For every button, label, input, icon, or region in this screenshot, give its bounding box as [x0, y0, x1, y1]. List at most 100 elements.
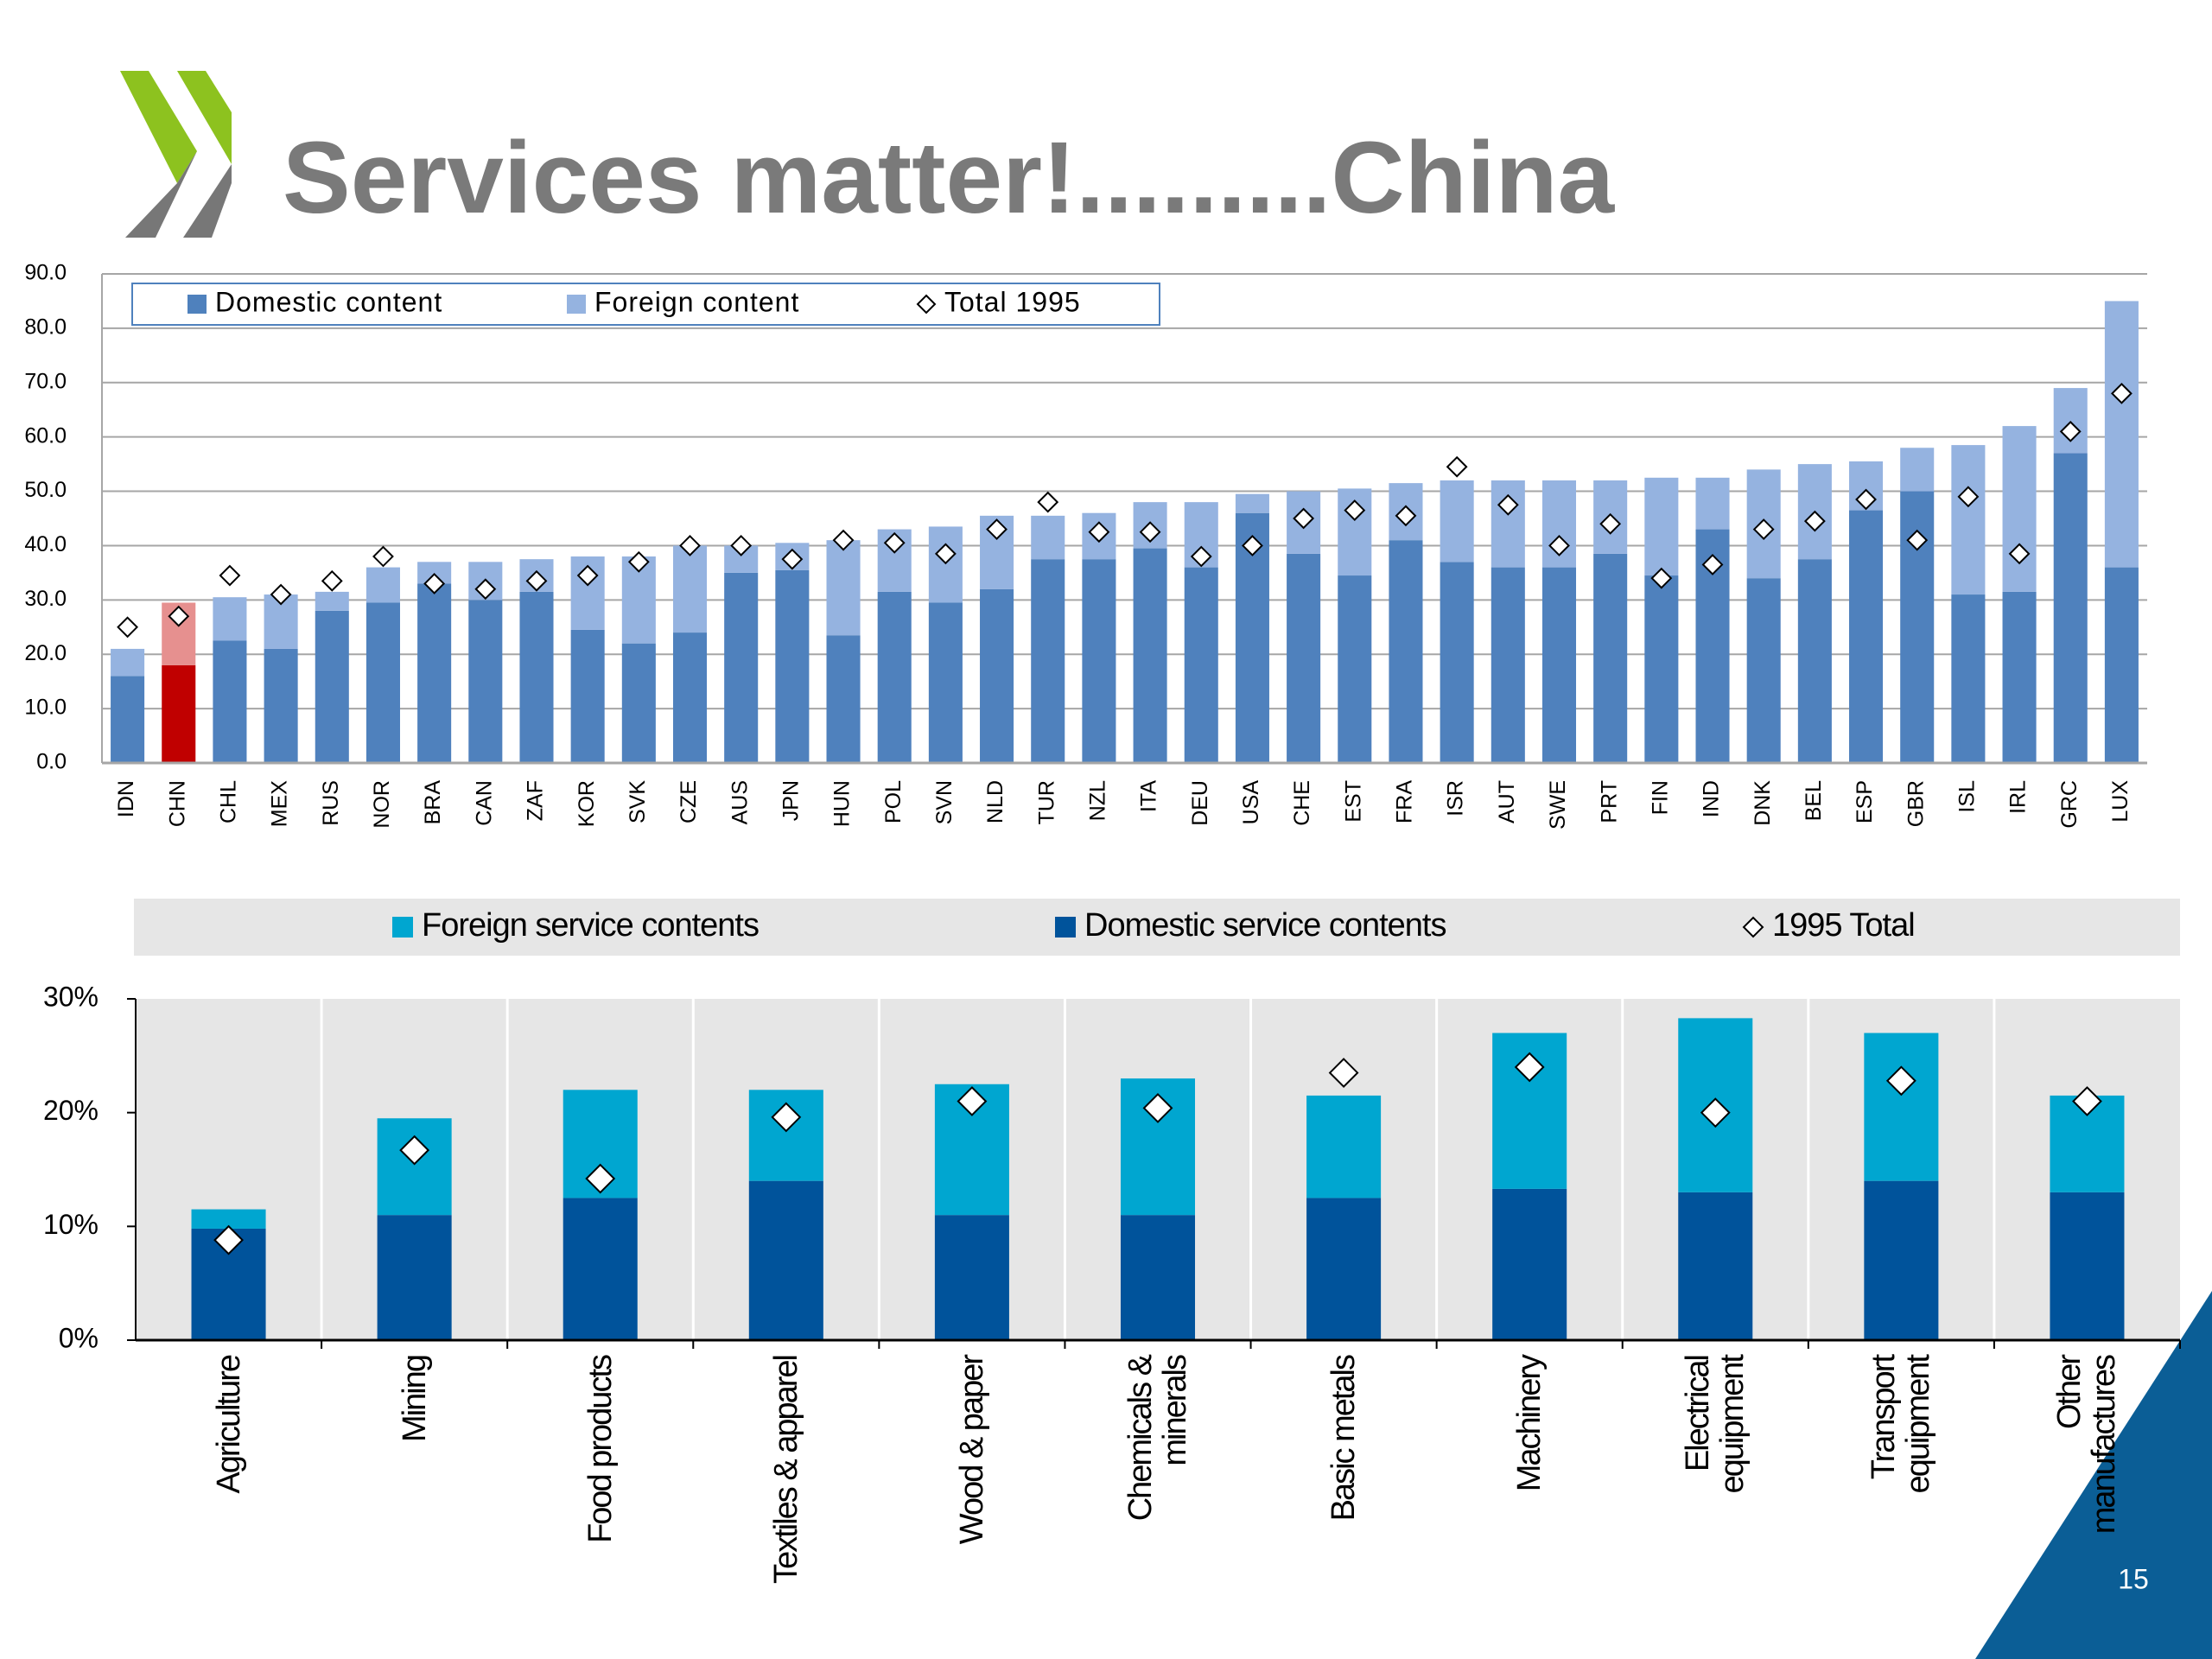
marker-diamond: [883, 531, 906, 554]
x-tick-label: Chemicals & minerals: [1122, 1356, 1193, 1522]
bar-segment: [1900, 448, 1935, 492]
logo-chevron: [125, 151, 197, 238]
bar-segment: [1440, 562, 1474, 763]
bar-segment: [1864, 1180, 1939, 1340]
x-tick-label: SWE: [1546, 780, 1570, 830]
marker-diamond: [585, 1163, 616, 1194]
bar-segment: [519, 591, 554, 763]
bar-segment: [1644, 477, 1679, 576]
marker-diamond: [1957, 486, 1980, 508]
legend-label: Domestic content: [215, 286, 442, 317]
marker-diamond: [2008, 543, 2031, 565]
bar-segment: [1082, 559, 1116, 763]
marker-diamond: [832, 529, 855, 551]
bar-segment: [1492, 1188, 1567, 1340]
marker-diamond: [2072, 1086, 2102, 1116]
x-tick-label: Electrical equipment: [1680, 1356, 1751, 1494]
bar-segment: [315, 591, 349, 611]
legend-marker: [1742, 916, 1764, 938]
y-tick-label: 50.0: [24, 478, 67, 502]
bar-segment: [2053, 388, 2088, 454]
x-tick-label: EST: [1341, 780, 1365, 823]
marker-diamond: [1142, 1092, 1173, 1123]
legend-marker: [916, 294, 937, 315]
bar-segment: [468, 600, 503, 763]
y-tick-label: 80.0: [24, 315, 67, 339]
marker-diamond: [2059, 420, 2082, 442]
y-tick-label: 0%: [59, 1322, 99, 1353]
x-tick-label: NZL: [1086, 780, 1110, 821]
x-tick-label: Transport equipment: [1866, 1356, 1937, 1494]
bar-segment: [1306, 1095, 1382, 1198]
x-tick-label: PRT: [1597, 780, 1621, 823]
bar-segment: [1133, 548, 1167, 763]
bar-segment: [1951, 594, 1986, 763]
x-tick-label: Agriculture: [210, 1356, 247, 1494]
slide-title: Services matter!.........China: [283, 121, 1616, 235]
bar-segment: [315, 610, 349, 763]
marker-diamond: [1088, 521, 1110, 543]
marker-diamond: [1906, 529, 1929, 551]
y-tick-label: 30%: [43, 981, 99, 1012]
marker-diamond: [1190, 545, 1212, 568]
bar-segment: [1031, 559, 1065, 763]
x-tick-label: FRA: [1393, 780, 1417, 823]
x-tick-label: ZAF: [524, 780, 548, 821]
x-tick-label: RUS: [319, 780, 343, 826]
bar-segment: [1120, 1215, 1196, 1340]
x-tick-label: DEU: [1188, 780, 1212, 826]
corner-triangle: [1975, 1291, 2212, 1659]
x-tick-label: POL: [881, 780, 906, 823]
marker-diamond: [1514, 1052, 1545, 1083]
bar-segment: [1184, 567, 1218, 763]
legend-label: 1995 Total: [1772, 907, 1915, 944]
marker-diamond: [1395, 505, 1417, 527]
x-tick-label: ESP: [1853, 780, 1877, 823]
x-tick-label: CAN: [472, 780, 496, 826]
bar-segment: [826, 635, 861, 763]
bar-segment: [1031, 515, 1065, 560]
marker-diamond: [1293, 507, 1315, 530]
marker-diamond: [1701, 554, 1724, 575]
bar-segment: [2050, 1192, 2125, 1340]
y-tick-label: 10%: [43, 1209, 99, 1240]
marker-diamond: [213, 1224, 244, 1255]
bar-segment: [1695, 477, 1730, 530]
x-tick-label: JPN: [779, 780, 803, 821]
x-tick-label: KOR: [575, 780, 599, 827]
bar-segment: [191, 1209, 266, 1229]
marker-diamond: [1752, 518, 1775, 540]
bar-segment: [1235, 493, 1269, 513]
bar-segment: [2104, 301, 2139, 568]
bar-segment: [1541, 567, 1577, 763]
x-tick-label: IDN: [114, 780, 138, 817]
bar-segment: [2104, 567, 2139, 763]
legend-label: Foreign content: [594, 286, 799, 317]
legend-label: Foreign service contents: [422, 907, 759, 944]
marker-diamond: [1803, 510, 1826, 532]
marker-diamond: [986, 518, 1007, 540]
legend-swatch: [567, 295, 586, 314]
marker-diamond: [781, 548, 804, 570]
bar-segment: [1593, 553, 1628, 763]
bar-segment: [928, 526, 963, 603]
marker-diamond: [957, 1086, 988, 1116]
x-tick-label: NLD: [983, 780, 1007, 823]
x-tick-label: Mining: [396, 1356, 433, 1442]
x-tick-label: DNK: [1751, 780, 1775, 826]
bar-segment: [621, 643, 656, 763]
legend-swatch: [188, 295, 207, 314]
x-tick-label: CHE: [1290, 780, 1314, 826]
bar-segment: [213, 597, 247, 641]
bar-segment: [672, 545, 708, 633]
bar-segment: [2002, 591, 2037, 763]
x-tick-label: MEX: [268, 780, 292, 828]
x-tick-label: SVN: [932, 780, 957, 824]
legend-band: [134, 899, 2180, 956]
y-tick-label: 40.0: [24, 532, 67, 556]
bar-segment: [377, 1215, 452, 1340]
x-tick-label: BRA: [421, 780, 445, 825]
marker-diamond: [679, 535, 701, 556]
